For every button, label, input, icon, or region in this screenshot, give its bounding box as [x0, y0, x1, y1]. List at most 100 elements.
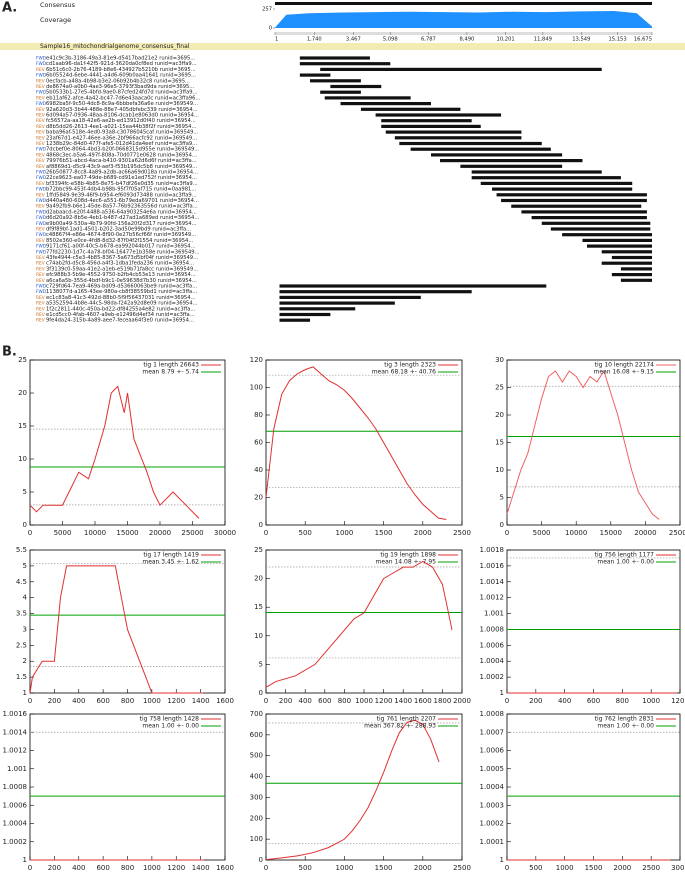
- read-name: e1cd5cc0-4fab-4607-a9eb-e12496d4ef34 run…: [46, 312, 195, 318]
- read-bar: [360, 107, 461, 111]
- read-name: 8502e360-e0ce-4fd8-8d32-87f04f2f1554 run…: [46, 238, 194, 244]
- read-bar: [601, 250, 652, 254]
- x-tick-label: 1200: [167, 697, 185, 705]
- read-bar: [601, 261, 652, 265]
- x-tick-label: 200: [48, 697, 61, 705]
- legend-label: tig 17 length 1419: [143, 552, 199, 559]
- read-name: df9f89bf-1ad1-4501-b202-3ad50e99bd9 runi…: [46, 227, 192, 233]
- read-name: efc988b3-5b9e-4552-9750-b2fb4cb53e13 run…: [46, 272, 196, 278]
- read-name: 6d094a57-0936-48aa-8106-dcab1e8063d0 run…: [46, 113, 199, 119]
- x-tick-label: 2500: [453, 864, 471, 872]
- read-name: 1138077d-a165-43ee-980a-cb8f38559bd1 run…: [46, 289, 198, 295]
- read-strand: REV: [36, 141, 45, 147]
- y-tick-label: 25: [495, 384, 504, 392]
- x-tick-label: 10000: [565, 529, 587, 537]
- legend-label: tig 761 length 2207: [377, 716, 437, 723]
- x-tick-label: 400: [299, 697, 312, 705]
- y-tick-label: 1.0004: [480, 657, 505, 665]
- read-name: 6b05524d-6ebe-4441-a4d6-609b0aa41641 run…: [46, 73, 196, 79]
- read-bar: [410, 147, 551, 151]
- read-name: 79976b51-abcd-4aca-b410-9301a62d6d6f run…: [46, 158, 197, 164]
- x-tick-label: 2000: [453, 697, 471, 705]
- read-name: 0ecfacb-a48a-4b98-b3e2-06b92b4b32c8 runi…: [46, 78, 190, 84]
- y-tick-label: 1.0007: [480, 728, 505, 736]
- x-tick-label: 0: [505, 529, 509, 537]
- coverage-tick-label: 257: [262, 7, 272, 13]
- coverage-plot: 1 1.5 2 2.5 3 3.5 4 4.5 5 5.5 0 200 400 600 800 1000 120…: [16, 546, 234, 705]
- plot-frame: [265, 713, 463, 861]
- plot-frame: [506, 549, 681, 694]
- read-bar: [531, 216, 647, 220]
- read-bar: [611, 255, 652, 260]
- read-bar: [399, 141, 542, 146]
- x-tick-label: 0: [28, 864, 32, 872]
- y-tick-label: 1.0008: [480, 625, 505, 633]
- read-bar: [330, 84, 382, 89]
- coverage-plot: 1 1.0002 1.0004 1.0006 1.0008 1.001 1.0012 1.00…: [3, 710, 234, 872]
- read-name: e41c9c3b-3186-49a3-81e9-d5417bad21e2 run…: [46, 56, 196, 62]
- y-tick-label: 1.0004: [3, 820, 28, 828]
- y-tick-label: 20: [254, 575, 263, 583]
- read-bar: [320, 67, 602, 71]
- y-tick-label: 1.0006: [480, 747, 505, 755]
- x-tick-label: 0: [264, 529, 268, 537]
- read-name: de8674a0-a0b0-4ae3-96e5-3793f3bad9da run…: [46, 84, 195, 90]
- y-tick-label: 120: [250, 356, 263, 364]
- read-name: 3f3139c0-59aa-41e2-a1eb-e519b71fa8cc run…: [46, 266, 199, 272]
- reference-name: Sample16_mitochondrialgenome_consensus_f…: [40, 43, 190, 50]
- read-strand: REV: [36, 107, 45, 113]
- read-bar: [385, 130, 522, 134]
- read-strand: REV: [36, 158, 45, 164]
- read-strand: FWD: [36, 209, 47, 215]
- read-strand: REV: [36, 181, 45, 187]
- y-tick-label: 25: [18, 356, 27, 364]
- x-tick-label: 800: [616, 697, 629, 705]
- read-bar: [279, 307, 356, 311]
- y-tick-label: 1: [23, 689, 27, 697]
- y-tick-label: 100: [250, 384, 263, 392]
- coverage-line: [506, 369, 660, 520]
- y-tick-label: 700: [250, 710, 263, 718]
- read-bar: [511, 204, 642, 208]
- read-name: a6ca6a5b-355d-4bdf-b9c1-0e59638d7b30 run…: [46, 278, 197, 284]
- plot-frame: [29, 713, 226, 861]
- read-bar: [550, 227, 651, 231]
- y-tick-label: 400: [250, 773, 263, 781]
- x-tick-label: 600: [96, 864, 109, 872]
- read-strand: REV: [36, 301, 45, 307]
- x-tick-label: 20000: [634, 529, 656, 537]
- y-tick-label: 10: [495, 466, 504, 474]
- x-tick-label: 2500: [453, 529, 471, 537]
- coverage-line: [265, 560, 453, 688]
- read-strand: REV: [36, 272, 45, 278]
- legend-label: tig 19 length 1898: [380, 552, 436, 559]
- legend-label: mean 8.79 +- 5.74: [142, 369, 199, 376]
- read-bar: [310, 79, 361, 83]
- ruler-tick-label: 8,490: [460, 37, 475, 43]
- ruler-tick-label: 16,675: [634, 37, 652, 43]
- x-tick-label: 1200: [167, 864, 185, 872]
- read-bar: [496, 193, 647, 197]
- y-tick-label: 5: [500, 494, 504, 502]
- read-name: 26b50877-8cc8-4a89-a2db-ac66a69d018a run…: [46, 170, 198, 176]
- read-strand: REV: [36, 227, 45, 233]
- read-name: c74ab2fd-d5c8-456d-a4f3-1dba1feda236 run…: [46, 261, 194, 267]
- read-name: 9171cf61-a00f-40c5-b678-ea992044b017 run…: [46, 244, 196, 250]
- y-tick-label: 1.0006: [3, 801, 28, 809]
- read-bar: [381, 124, 481, 128]
- y-tick-label: 1: [23, 856, 27, 864]
- plot-frame: [506, 713, 681, 861]
- read-bar: [320, 90, 361, 94]
- read-strand: REV: [36, 318, 45, 324]
- read-bar: [279, 284, 547, 288]
- read-strand: REV: [36, 78, 45, 84]
- read-bar: [611, 273, 652, 277]
- x-tick-label: 2000: [414, 864, 432, 872]
- read-bar: [279, 290, 472, 294]
- y-tick-label: 1.0003: [480, 801, 505, 809]
- y-tick-label: 1.0012: [3, 747, 28, 755]
- read-bar: [620, 267, 652, 271]
- read-strand: REV: [36, 266, 45, 272]
